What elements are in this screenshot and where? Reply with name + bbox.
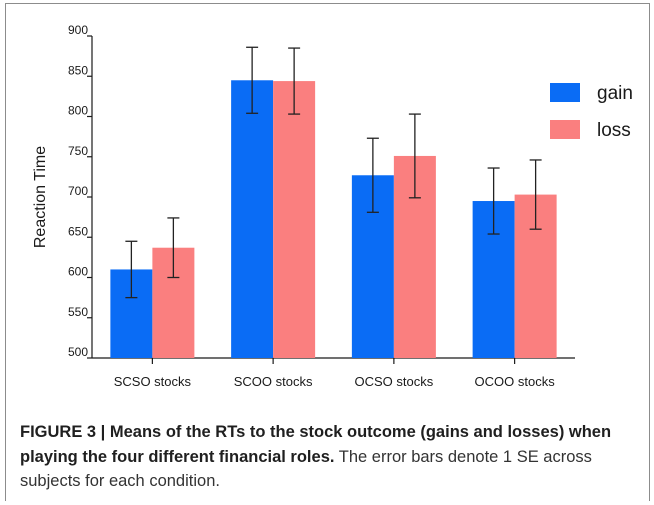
y-tick-label: 900: [68, 23, 88, 37]
x-axis: SCSO stocks SCOO stocks OCSO stocks OCOO st…: [92, 357, 575, 389]
legend-label-gain: gain: [597, 83, 633, 104]
legend-swatch-gain: [550, 83, 580, 102]
y-tick-label: 600: [68, 265, 88, 279]
legend: gain loss: [550, 83, 633, 141]
x-tick-label: SCSO stocks: [114, 374, 192, 389]
y-axis-title: Reaction Time: [32, 146, 49, 248]
x-tick-label: SCOO stocks: [234, 374, 313, 389]
legend-swatch-loss: [550, 120, 580, 139]
y-axis: 500 550 600 650 700 750 800 850 900: [68, 23, 93, 359]
y-tick-label: 800: [68, 104, 88, 118]
y-tick-label: 750: [68, 144, 88, 158]
bar-loss-1: [273, 81, 316, 358]
legend-label-loss: loss: [597, 120, 631, 141]
x-tick-label: OCSO stocks: [355, 374, 434, 389]
figure-caption: FIGURE 3 | Means of the RTs to the stock…: [20, 420, 640, 494]
y-tick-label: 700: [68, 184, 88, 198]
figure-frame: [5, 3, 650, 501]
y-tick-label: 500: [68, 345, 88, 359]
x-tick-label: OCOO stocks: [475, 374, 556, 389]
bars: [110, 80, 557, 359]
y-tick-label: 550: [68, 305, 88, 319]
error-bars: [125, 46, 542, 299]
bar-gain-1: [231, 80, 274, 359]
caption-lead: FIGURE 3 | Means of the RTs to the stock…: [20, 423, 612, 466]
y-tick-label: 850: [68, 63, 88, 77]
y-tick-label: 650: [68, 224, 88, 238]
caption-body: The error bars denote 1 SE across subjec…: [20, 447, 592, 491]
